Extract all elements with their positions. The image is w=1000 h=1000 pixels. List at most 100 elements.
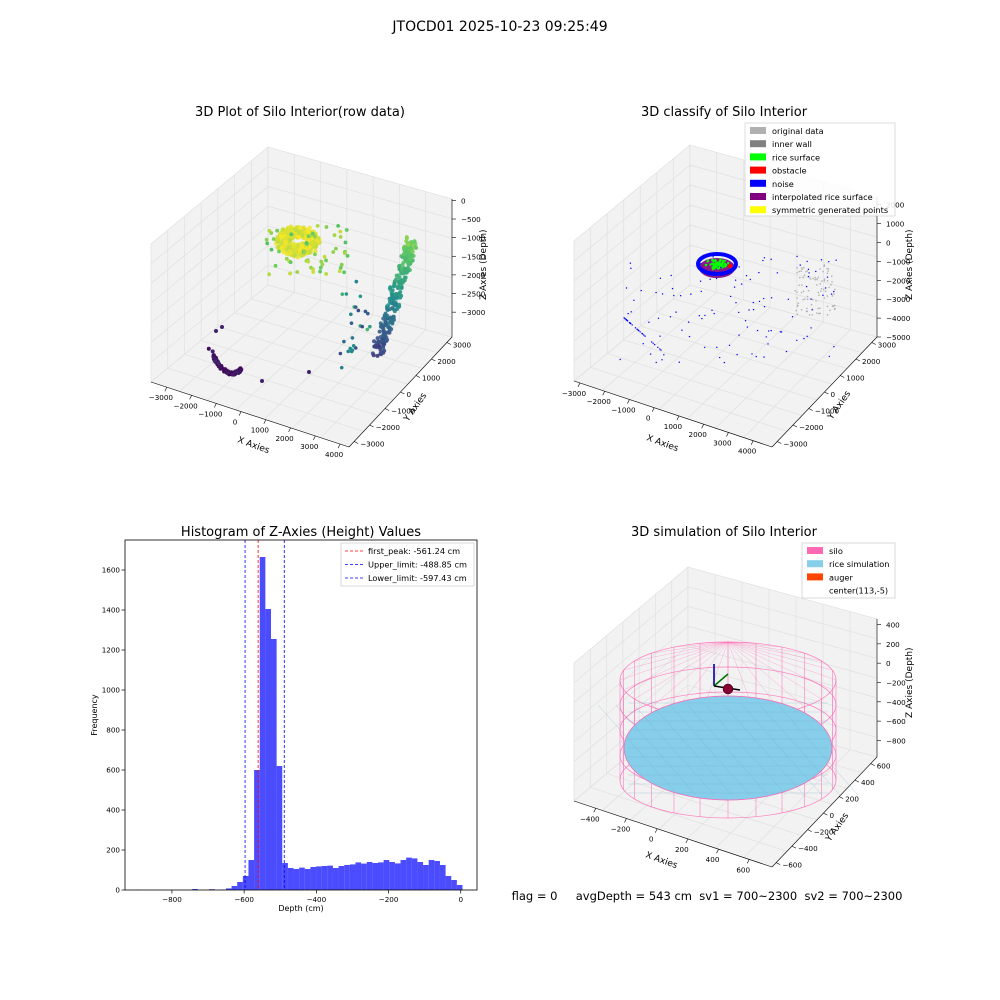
z-tick-label: −2000 (886, 276, 911, 285)
noise-point (770, 329, 772, 332)
legend-label: Lower_limit: -597.43 cm (368, 573, 467, 583)
original-point (833, 293, 835, 295)
noise-point (639, 331, 641, 333)
data-point (214, 329, 218, 333)
data-point (218, 364, 223, 369)
data-point (400, 278, 405, 283)
noise-point (709, 278, 711, 280)
noise-point (830, 293, 833, 295)
y-tick-label: 200 (106, 846, 120, 855)
data-point (358, 294, 363, 299)
original-point (796, 291, 798, 294)
data-point (265, 241, 270, 246)
histogram-bar (439, 865, 446, 890)
noise-point (629, 322, 631, 324)
legend-swatch (750, 153, 766, 161)
data-point (287, 245, 292, 250)
noise-point (762, 259, 764, 262)
data-point (220, 325, 224, 329)
noise-point (729, 295, 732, 298)
data-point (406, 242, 411, 247)
grid-line (234, 312, 423, 369)
histogram-bar (344, 865, 350, 890)
data-point (302, 249, 307, 254)
data-point (277, 249, 281, 254)
z-axis-label-simulation: Z Axies (Depth) (905, 647, 915, 718)
axes-3d-raw (150, 146, 453, 448)
x-axis-label-simulation: X Axies (644, 850, 679, 871)
silo-roof-wire (623, 641, 729, 691)
noise-point (822, 294, 824, 297)
data-point (288, 238, 293, 243)
histogram-bars (135, 557, 463, 890)
grid-line (320, 329, 426, 438)
histogram-bar (332, 868, 339, 890)
y-tick-mark (855, 358, 861, 362)
noise-point (659, 335, 661, 337)
data-point (354, 279, 359, 284)
z-tick-label: −2500 (461, 290, 486, 299)
legend-label: original data (772, 126, 824, 136)
data-point (366, 311, 370, 316)
x-axis-label-classify: X Axies (645, 433, 680, 454)
legend-swatch (807, 547, 823, 554)
data-point (340, 292, 345, 296)
y-tick-label: 800 (106, 726, 120, 735)
data-point (318, 269, 323, 274)
data-point (216, 361, 221, 366)
noise-point (630, 267, 632, 270)
original-point (806, 298, 809, 301)
status-readout: flag = 0 avgDepth = 543 cm sv1 = 700~230… (512, 889, 903, 903)
original-point (829, 309, 831, 312)
original-point (831, 281, 833, 283)
x-tick-label: 3000 (713, 438, 732, 447)
histogram-bar (372, 863, 379, 890)
noise-point (648, 321, 650, 323)
z-tick-label: −1000 (461, 234, 486, 243)
data-point (332, 233, 337, 238)
grid-line (235, 307, 348, 411)
data-point (236, 371, 241, 376)
original-point (831, 305, 834, 307)
data-point (295, 244, 300, 249)
grid-line (573, 204, 691, 302)
data-point (413, 245, 418, 250)
y-tick-label: 1000 (846, 374, 865, 383)
rice-point (704, 263, 708, 267)
x-tick-mark (337, 443, 341, 449)
rice-point (709, 263, 712, 266)
noise-point (687, 321, 690, 323)
noise-point (746, 326, 749, 328)
original-point (833, 308, 836, 311)
noise-point (631, 324, 633, 326)
data-point (288, 260, 293, 265)
noise-point (670, 274, 672, 277)
legend-label: center(113,-5) (829, 586, 888, 596)
data-point (299, 243, 305, 248)
data-point (388, 285, 393, 290)
x-tick-label: 3000 (300, 442, 319, 451)
original-point (826, 295, 829, 297)
data-point (288, 271, 292, 276)
data-point (378, 340, 383, 345)
original-point (806, 310, 809, 313)
noise-point (767, 343, 769, 345)
data-point (348, 346, 353, 351)
histogram-bar (361, 863, 367, 890)
original-point (796, 272, 798, 274)
data-point (283, 239, 288, 244)
rice-point (711, 259, 714, 262)
point-cloud-classify (619, 252, 837, 364)
y-tick-mark (354, 441, 359, 444)
x-tick-mark (164, 387, 168, 392)
data-point (368, 324, 372, 329)
tick-labels-classify: −3000−2000−100001000200030004000−3000−20… (562, 201, 911, 456)
noise-point (649, 353, 652, 355)
noise-point (770, 297, 773, 299)
data-point (375, 353, 380, 358)
original-point (795, 309, 797, 312)
legend-label: rice surface (772, 152, 820, 162)
data-point (294, 225, 299, 230)
histogram-bar (321, 866, 328, 890)
legend-swatch (750, 166, 766, 174)
